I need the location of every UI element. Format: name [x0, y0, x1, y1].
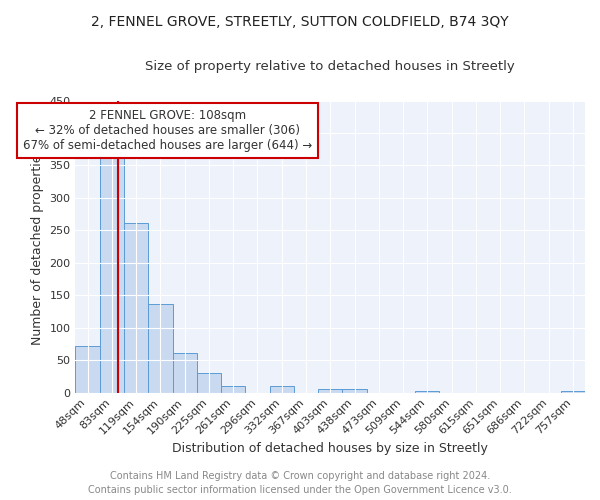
Text: 2 FENNEL GROVE: 108sqm
← 32% of detached houses are smaller (306)
67% of semi-de: 2 FENNEL GROVE: 108sqm ← 32% of detached…	[23, 109, 313, 152]
Bar	[100, 149, 124, 392]
Bar	[561, 390, 585, 392]
Bar	[269, 386, 294, 392]
X-axis label: Distribution of detached houses by size in Streetly: Distribution of detached houses by size …	[172, 442, 488, 455]
Bar	[221, 386, 245, 392]
Bar	[197, 373, 221, 392]
Bar	[148, 304, 173, 392]
Text: Contains HM Land Registry data © Crown copyright and database right 2024.
Contai: Contains HM Land Registry data © Crown c…	[88, 471, 512, 495]
Bar	[76, 346, 100, 393]
Y-axis label: Number of detached properties: Number of detached properties	[31, 148, 44, 345]
Text: 2, FENNEL GROVE, STREETLY, SUTTON COLDFIELD, B74 3QY: 2, FENNEL GROVE, STREETLY, SUTTON COLDFI…	[91, 15, 509, 29]
Bar	[343, 390, 367, 392]
Bar	[173, 353, 197, 393]
Bar	[415, 390, 439, 392]
Bar	[318, 390, 343, 392]
Bar	[124, 222, 148, 392]
Title: Size of property relative to detached houses in Streetly: Size of property relative to detached ho…	[145, 60, 515, 73]
